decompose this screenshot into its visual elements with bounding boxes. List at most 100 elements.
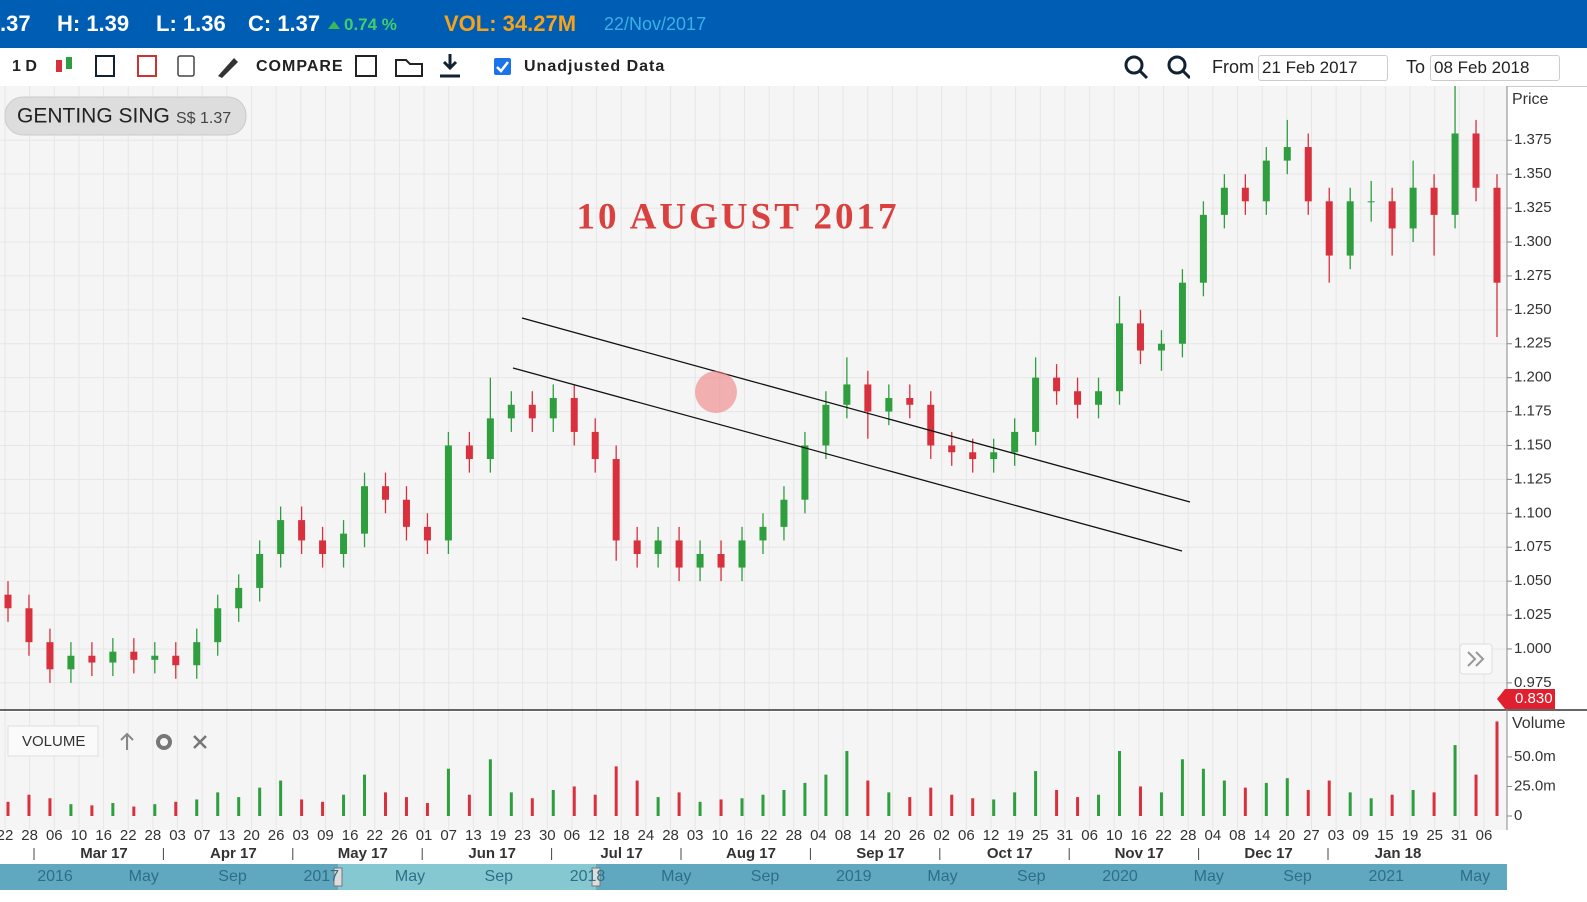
candle-body — [864, 384, 872, 412]
to-box[interactable] — [1430, 55, 1560, 81]
candle-body — [465, 445, 473, 460]
volume-bar — [1285, 778, 1289, 816]
volume-bar — [929, 787, 933, 816]
unadjusted-label: Unadjusted Data — [524, 58, 666, 75]
volume-bar — [404, 797, 408, 816]
candle-body — [1262, 160, 1270, 202]
candle-body — [361, 486, 369, 534]
x-tick-label: 28 — [21, 827, 38, 844]
candle-body — [570, 398, 578, 432]
candle-body — [801, 445, 809, 500]
x-tick-label: 03 — [687, 827, 704, 844]
candle-body — [843, 384, 851, 405]
compare-button[interactable]: COMPARE — [256, 58, 344, 75]
candle-body — [633, 540, 641, 554]
annotation: 10 AUGUST 2017 — [577, 196, 900, 237]
x-tick-label: 28 — [662, 827, 679, 844]
x-tick-label: 04 — [810, 827, 827, 844]
navigator-label: Sep — [1017, 868, 1046, 885]
navigator-label: Sep — [1283, 868, 1312, 885]
to-label: To — [1406, 57, 1426, 77]
quote-date: 22/Nov/2017 — [604, 14, 707, 34]
month-label: Nov 17 — [1115, 845, 1164, 862]
x-tick-label: 18 — [613, 827, 630, 844]
to-date[interactable]: 08 Feb 2018 — [1434, 58, 1530, 77]
quote-bar: .37 H: 1.39 L: 1.36 C: 1.37 0.74 % VOL: … — [0, 0, 1587, 48]
y-tick-label: 1.200 — [1514, 369, 1552, 386]
volume-bar — [69, 804, 73, 816]
volume-bar — [174, 801, 178, 816]
candle-body — [1053, 377, 1061, 392]
x-tick-label: 28 — [1180, 827, 1197, 844]
x-tick-label: 09 — [1352, 827, 1369, 844]
move-up-icon[interactable] — [120, 732, 134, 750]
open-value: .37 — [0, 11, 31, 36]
x-tick-label: 19 — [490, 827, 507, 844]
navigator-label: May — [661, 868, 691, 885]
volume-bar — [719, 799, 723, 816]
candle-body — [1346, 201, 1354, 256]
zoom-icons[interactable] — [1120, 48, 1190, 86]
y-tick-label: 1.100 — [1514, 504, 1552, 521]
close-icon[interactable] — [193, 735, 207, 749]
candle-body — [172, 655, 180, 666]
trend-line — [521, 317, 1191, 503]
volume-bar — [279, 780, 283, 816]
unadjusted-checkbox[interactable] — [493, 57, 513, 77]
x-tick-label: 07 — [440, 827, 457, 844]
candle-body — [1325, 201, 1333, 256]
volume-bar — [1327, 780, 1331, 816]
volume-bar — [1138, 786, 1142, 816]
symbol-price: S$ 1.37 — [176, 110, 231, 127]
x-tick-label: 14 — [1254, 827, 1271, 844]
candle-body — [277, 520, 285, 554]
chart: GENTING SING S$ 1.37 10 AUGUST 2017 Pric… — [0, 86, 1587, 890]
navigator-window[interactable] — [338, 864, 596, 890]
y-tick-label: 1.325 — [1514, 199, 1552, 216]
volume-bar — [383, 792, 387, 816]
candle-body — [256, 554, 264, 588]
navigator-label: 2017 — [303, 868, 339, 885]
x-tick-label: 31 — [1057, 827, 1074, 844]
candle-body — [402, 499, 410, 527]
x-tick-label: 06 — [564, 827, 581, 844]
candle-body — [738, 540, 746, 568]
y-tick-label: 0.975 — [1514, 674, 1552, 691]
volume-bar — [782, 790, 786, 816]
interval-button[interactable]: 1 D — [12, 58, 37, 75]
from-date[interactable]: 21 Feb 2017 — [1262, 58, 1358, 77]
volume-bar — [1306, 790, 1310, 816]
month-label: Jul 17 — [600, 845, 643, 862]
volume-bar — [1201, 768, 1205, 816]
navigator-handle[interactable] — [333, 867, 343, 887]
settings-icon[interactable] — [156, 734, 172, 750]
candle-body — [1493, 187, 1501, 283]
y-tick-label: 1.300 — [1514, 233, 1552, 250]
y-tick-label: 1.025 — [1514, 606, 1552, 623]
from-box[interactable] — [1258, 55, 1388, 81]
month-label: Sep 17 — [856, 845, 904, 862]
x-tick-label: 14 — [859, 827, 876, 844]
price-axis-title: Price — [1512, 91, 1549, 108]
price-panel — [0, 86, 1507, 710]
candle-body — [948, 445, 956, 453]
x-tick-label: 16 — [95, 827, 112, 844]
volume-bar — [614, 766, 618, 816]
volume-bar — [342, 794, 346, 816]
volume-bar — [1034, 771, 1038, 816]
navigator-handle[interactable] — [591, 867, 601, 887]
x-tick-label: 06 — [1476, 827, 1493, 844]
navigator-label: Sep — [751, 868, 780, 885]
x-tick-label: 22 — [761, 827, 778, 844]
navigator-label: May — [129, 868, 159, 885]
volume-bar — [90, 805, 94, 816]
volume-bar — [1013, 792, 1017, 816]
candle-body — [822, 404, 830, 446]
volume-bar — [887, 792, 891, 816]
tool-icons — [56, 55, 238, 78]
volume-bar — [153, 804, 157, 816]
navigator-label: May — [395, 868, 425, 885]
candle-body — [340, 533, 348, 554]
close-value: C: 1.37 — [248, 11, 321, 36]
x-tick-label: 28 — [785, 827, 802, 844]
